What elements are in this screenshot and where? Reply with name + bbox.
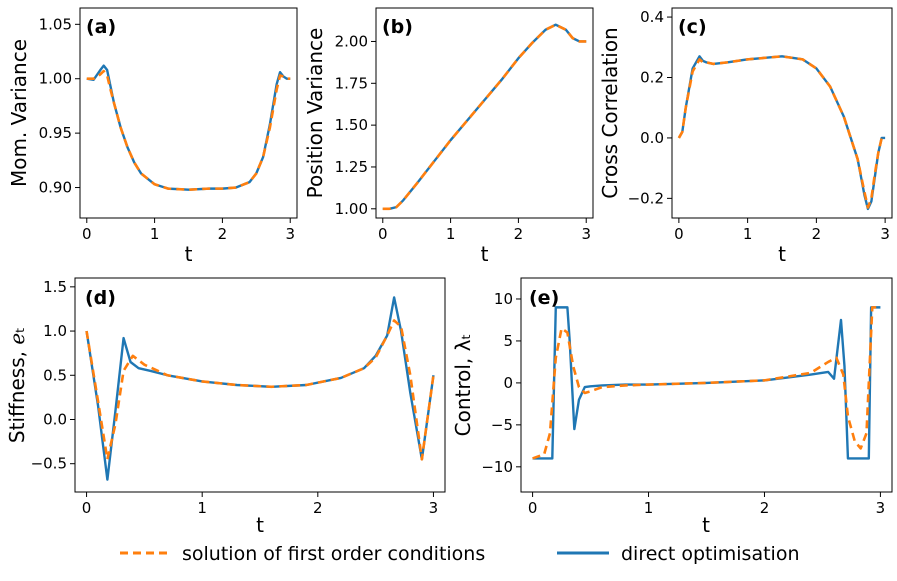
- series-line-first-order-conditions: [86, 69, 291, 192]
- series-line-direct-optimisation: [532, 306, 881, 460]
- x-tick-label: 2: [313, 499, 323, 517]
- x-tick-label: 0: [674, 225, 684, 243]
- legend: solution of first order conditions direc…: [120, 543, 800, 565]
- y-tick-label: 1.00: [335, 200, 368, 218]
- series-line-first-order-conditions: [85, 319, 435, 461]
- x-axis-label: t: [256, 513, 264, 537]
- y-axis-label: Mom. Variance: [7, 39, 31, 187]
- legend-label-first-order: solution of first order conditions: [182, 543, 485, 565]
- series-layer: [86, 64, 291, 192]
- x-tick-label: 3: [581, 225, 591, 243]
- plot-frame: [74, 277, 446, 493]
- series-line-direct-optimisation: [677, 55, 886, 211]
- series-line-direct-optimisation: [86, 64, 291, 191]
- series-layer: [532, 306, 881, 460]
- x-tick-label: 1: [197, 499, 207, 517]
- tick-layer: 0 1 2 3 −0.2 0.0 0.2 0.4: [628, 8, 890, 243]
- y-tick-label: −0.2: [628, 189, 664, 207]
- x-tick-label: 2: [514, 225, 524, 243]
- series-layer: [382, 23, 587, 211]
- y-axis-label: Stiffness, ℯₜ: [5, 327, 29, 443]
- y-axis-label: Position Variance: [303, 28, 327, 199]
- series-line-first-order-conditions: [677, 55, 886, 209]
- y-tick-label: 0.0: [43, 410, 67, 428]
- y-tick-label: 0.4: [640, 8, 664, 26]
- x-tick-label: 1: [743, 225, 753, 243]
- series-layer: [85, 296, 435, 481]
- x-axis-label: t: [702, 513, 710, 537]
- x-axis-label: t: [778, 242, 786, 266]
- panel-e: 0 1 2 3 −10 −5 0 5 10 (e) t Control, λₜ: [451, 277, 893, 537]
- y-tick-label: 0.5: [43, 366, 67, 384]
- x-tick-label: 2: [218, 225, 228, 243]
- y-tick-label: 0.90: [39, 179, 72, 197]
- y-axis-label: Cross Correlation: [598, 27, 622, 198]
- plot-frame: [79, 7, 298, 219]
- y-tick-label: 5: [503, 332, 513, 350]
- panel-c: 0 1 2 3 −0.2 0.0 0.2 0.4 (c) t Cross Correlatio…: [598, 7, 893, 266]
- x-tick-label: 3: [285, 225, 295, 243]
- tick-layer: 0 1 2 3 −0.5 0.0 0.5 1.0 1.5: [31, 278, 439, 517]
- plot-frame: [375, 7, 594, 219]
- x-tick-label: 2: [760, 499, 770, 517]
- series-line-direct-optimisation: [382, 23, 587, 210]
- panel-b: 0 1 2 3 1.00 1.25 1.50 1.75 2.00 (b) t Position …: [303, 7, 594, 266]
- y-tick-label: 1.05: [39, 15, 72, 33]
- y-tick-label: 1.50: [335, 116, 368, 134]
- series-line-first-order-conditions: [382, 23, 587, 211]
- panel-label: (d): [85, 287, 116, 309]
- y-tick-label: −10: [481, 458, 513, 476]
- series-line-first-order-conditions: [532, 306, 881, 460]
- x-tick-label: 2: [812, 225, 822, 243]
- panel-label: (a): [86, 16, 116, 38]
- panel-label: (b): [382, 16, 413, 38]
- y-tick-label: 0.95: [39, 124, 72, 142]
- panel-label: (c): [678, 16, 707, 38]
- panel-d: 0 1 2 3 −0.5 0.0 0.5 1.0 1.5 (d) t Stiffness, ℯₜ: [5, 277, 446, 537]
- x-tick-label: 0: [378, 225, 388, 243]
- tick-layer: 0 1 2 3 −10 −5 0 5 10: [481, 290, 885, 517]
- y-tick-label: 0: [503, 374, 513, 392]
- y-tick-label: 1.5: [43, 278, 67, 296]
- y-axis-label: Control, λₜ: [451, 334, 475, 437]
- y-tick-label: 1.00: [39, 70, 72, 88]
- legend-label-direct: direct optimisation: [621, 543, 800, 565]
- tick-layer: 0 1 2 3 0.90 0.95 1.00 1.05: [39, 15, 295, 243]
- y-tick-label: 0.0: [640, 129, 664, 147]
- x-tick-label: 3: [429, 499, 439, 517]
- y-tick-label: −0.5: [31, 455, 67, 473]
- series-layer: [677, 55, 886, 211]
- x-tick-label: 1: [644, 499, 654, 517]
- x-tick-label: 1: [446, 225, 456, 243]
- y-tick-label: 1.25: [335, 158, 368, 176]
- y-tick-label: 1.0: [43, 322, 67, 340]
- x-axis-label: t: [185, 242, 193, 266]
- panel-a: 0 1 2 3 0.90 0.95 1.00 1.05 (a) t Mom. Variance: [7, 7, 298, 266]
- x-tick-label: 0: [82, 225, 92, 243]
- x-axis-label: t: [481, 242, 489, 266]
- plot-frame: [671, 7, 893, 219]
- plot-frame: [520, 277, 893, 493]
- y-tick-label: 10: [494, 290, 513, 308]
- y-tick-label: 2.00: [335, 32, 368, 50]
- series-line-direct-optimisation: [85, 296, 435, 481]
- tick-layer: 0 1 2 3 1.00 1.25 1.50 1.75 2.00: [335, 32, 591, 243]
- x-tick-label: 3: [876, 499, 886, 517]
- y-tick-label: 1.75: [335, 74, 368, 92]
- y-tick-label: −5: [491, 416, 513, 434]
- x-tick-label: 3: [880, 225, 890, 243]
- panel-label: (e): [529, 287, 559, 309]
- x-tick-label: 0: [528, 499, 538, 517]
- x-tick-label: 1: [150, 225, 160, 243]
- x-tick-label: 0: [82, 499, 92, 517]
- y-tick-label: 0.2: [640, 68, 664, 86]
